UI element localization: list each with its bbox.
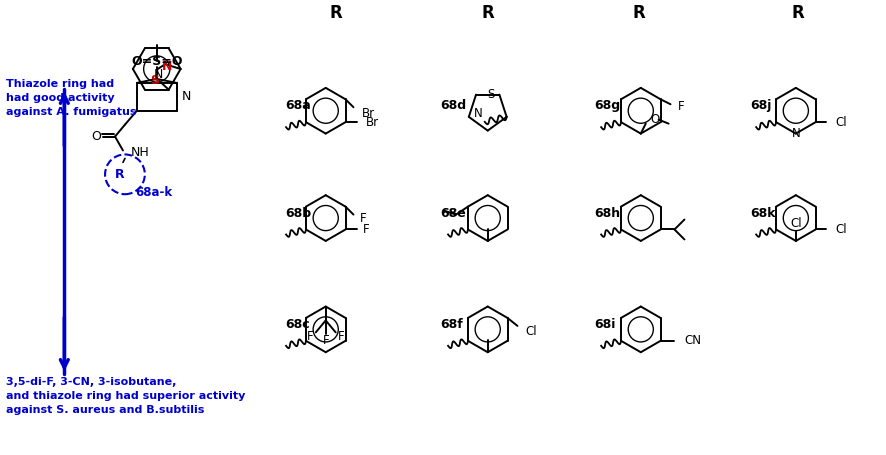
Text: 68k: 68k <box>750 207 775 220</box>
Text: R: R <box>330 4 342 22</box>
Text: S: S <box>487 88 494 101</box>
Text: 68c: 68c <box>285 318 309 331</box>
Text: 68b: 68b <box>285 207 311 220</box>
Text: R: R <box>481 4 494 22</box>
Text: NH: NH <box>131 146 150 159</box>
Text: Thiazole ring had
had good activity
against A. fumigatus: Thiazole ring had had good activity agai… <box>5 79 136 117</box>
Text: Br: Br <box>365 116 378 129</box>
Text: N: N <box>154 68 163 81</box>
Text: 68f: 68f <box>440 318 462 331</box>
Text: Cl: Cl <box>790 217 802 229</box>
Text: CN: CN <box>685 334 702 347</box>
Text: F: F <box>678 100 684 113</box>
Text: F: F <box>360 212 366 225</box>
Text: O: O <box>91 130 101 143</box>
Text: R: R <box>633 4 645 22</box>
Text: 68g: 68g <box>595 99 620 112</box>
Text: N: N <box>182 90 191 103</box>
Text: Cl: Cl <box>835 116 847 129</box>
Text: R: R <box>791 4 804 22</box>
Text: R: R <box>115 168 125 181</box>
Text: N: N <box>162 60 173 73</box>
Text: Cl: Cl <box>835 223 847 236</box>
Text: F: F <box>307 330 313 343</box>
Text: N: N <box>791 127 800 140</box>
Text: F: F <box>323 334 329 347</box>
Text: 68j: 68j <box>750 99 772 112</box>
Text: 68a: 68a <box>285 99 311 112</box>
Text: Cl: Cl <box>525 325 537 339</box>
Text: 68i: 68i <box>595 318 616 331</box>
Text: N: N <box>474 107 483 121</box>
Text: O=S=O: O=S=O <box>131 55 183 67</box>
Text: 68d: 68d <box>440 99 466 112</box>
Text: S: S <box>151 74 159 87</box>
Text: 68a-k: 68a-k <box>135 186 172 199</box>
Text: O: O <box>650 113 659 126</box>
Text: F: F <box>338 330 345 343</box>
Text: F: F <box>362 223 369 236</box>
Text: Br: Br <box>361 107 375 120</box>
Text: 68e: 68e <box>440 207 466 220</box>
Text: 68h: 68h <box>595 207 620 220</box>
Text: 3,5-di-F, 3-CN, 3-isobutane,
and thiazole ring had superior activity
against S. : 3,5-di-F, 3-CN, 3-isobutane, and thiazol… <box>5 377 245 415</box>
